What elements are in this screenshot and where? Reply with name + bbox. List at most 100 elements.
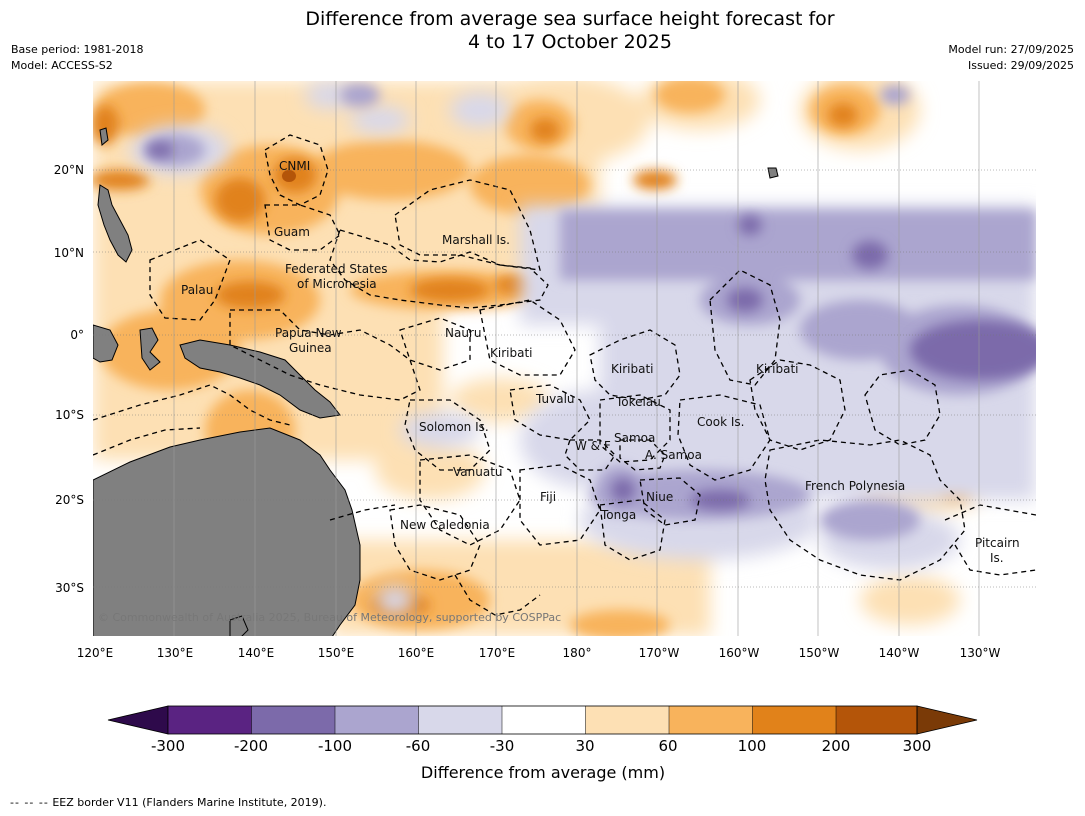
lat-label: 30°S (55, 581, 84, 595)
colorbar-swatch (585, 706, 669, 734)
meridians (173, 81, 980, 636)
label-marshall: Marshall Is. (442, 233, 510, 247)
colorbar-tick: 200 (822, 737, 851, 755)
lon-label: 160°W (719, 646, 760, 660)
label-kiribati-c: Kiribati (611, 362, 653, 376)
lon-label: 130°W (960, 646, 1001, 660)
label-tokelau: Tokelau (615, 395, 661, 409)
colorbar-tick: -100 (318, 737, 352, 755)
colorbar-tick: -200 (234, 737, 268, 755)
lon-label: 140°W (879, 646, 920, 660)
label-wf: W & F (575, 439, 611, 453)
label-cnmi: CNMI (279, 159, 310, 173)
label-new-caledonia: New Caledonia (400, 518, 490, 532)
title-line-1: Difference from average sea surface heig… (305, 8, 835, 30)
anomaly-60-100 (95, 81, 970, 636)
colorbar-swatch (836, 706, 917, 734)
colorbar-swatch (752, 706, 836, 734)
sulawesi-landmass (139, 327, 161, 371)
lon-label: 120°E (77, 646, 114, 660)
colorbar-dividers (251, 706, 837, 734)
eez-footnote: -- -- -- EEZ border V11 (Flanders Marine… (10, 796, 326, 809)
colorbar-tick: 30 (575, 737, 594, 755)
landmasses (93, 127, 779, 636)
borneo-landmass (93, 324, 119, 363)
anomaly-200-300 (282, 170, 296, 182)
colorbar-over-arrow (916, 705, 978, 735)
colorbar-tick: -300 (151, 737, 185, 755)
colorbar-swatch (502, 706, 586, 734)
colorbar-swatch (669, 706, 753, 734)
hawaii-landmass (767, 167, 779, 179)
colorbar-tick: 300 (903, 737, 932, 755)
colorbar-tick: -60 (406, 737, 431, 755)
model-name: Model: ACCESS-S2 (11, 59, 113, 72)
lon-label: 170°W (639, 646, 680, 660)
colorbar-swatch (335, 706, 419, 734)
colorbar-tick: -30 (490, 737, 515, 755)
label-png-1: Papua New (275, 326, 342, 340)
label-kiribati-e: Kiribati (756, 362, 798, 376)
label-png-2: Guinea (289, 341, 332, 355)
metadata-right: Model run: 27/09/2025 Issued: 29/09/2025 (948, 42, 1074, 74)
latitude-labels: 20°N 10°N 0° 10°S 20°S 30°S (54, 163, 84, 595)
label-pitcairn-1: Pitcairn (975, 536, 1020, 550)
label-palau: Palau (181, 283, 213, 297)
taiwan-landmass (99, 127, 109, 146)
label-fiji: Fiji (540, 490, 556, 504)
issued-date: Issued: 29/09/2025 (967, 59, 1074, 72)
label-tuvalu: Tuvalu (535, 392, 575, 406)
label-am-samoa: A. Samoa (645, 448, 702, 462)
lon-label: 150°E (318, 646, 355, 660)
colorbar-swatch (251, 706, 335, 734)
metadata-left: Base period: 1981-2018 Model: ACCESS-S2 (11, 42, 143, 74)
colorbar-under-arrow (107, 705, 169, 735)
lat-label: 20°S (55, 493, 84, 507)
colorbar-tick: 60 (658, 737, 677, 755)
label-guam: Guam (274, 225, 310, 239)
lat-label: 10°N (54, 246, 84, 260)
label-french-polynesia: French Polynesia (805, 479, 905, 493)
label-kiribati-w: Kiribati (490, 346, 532, 360)
longitude-labels: 120°E 130°E 140°E 150°E 160°E 170°E 180°… (77, 646, 1001, 660)
lon-label: 150°W (799, 646, 840, 660)
colorbar-swatch (168, 706, 252, 734)
new-zealand-landmass (229, 615, 249, 636)
eez-source: EEZ border V11 (Flanders Marine Institut… (52, 796, 327, 809)
colorbar: -300 -200 -100 -60 -30 30 60 100 200 300… (107, 705, 978, 782)
label-fsm-1: Federated States (285, 262, 387, 276)
colorbar-frame (167, 705, 918, 735)
copyright-notice: © Commonwealth of Australia 2025, Bureau… (98, 611, 561, 624)
lat-label: 0° (70, 328, 84, 342)
colorbar-tick: 100 (738, 737, 767, 755)
label-tonga: Tonga (600, 508, 636, 522)
lon-label: 140°E (238, 646, 275, 660)
place-labels: CNMI Guam Marshall Is. Federated States … (181, 159, 1020, 565)
title-line-2: 4 to 17 October 2025 (468, 31, 672, 53)
label-cook: Cook Is. (697, 415, 744, 429)
map-area: CNMI Guam Marshall Is. Federated States … (93, 81, 1036, 636)
anomaly-neg200-neg100 (146, 142, 1036, 510)
lon-label: 160°E (398, 646, 435, 660)
colorbar-ticks: -300 -200 -100 -60 -30 30 60 100 200 300 (151, 737, 931, 755)
lon-label: 130°E (157, 646, 194, 660)
lat-label: 20°N (54, 163, 84, 177)
lon-label: 180° (563, 646, 592, 660)
label-samoa: Samoa (614, 431, 655, 445)
australia-landmass (93, 427, 361, 636)
chart-title: Difference from average sea surface heig… (0, 8, 1085, 54)
eez-symbol: -- -- -- (10, 796, 49, 809)
colorbar-label: Difference from average (mm) (421, 763, 665, 782)
model-run: Model run: 27/09/2025 (948, 43, 1074, 56)
lon-label: 170°E (479, 646, 516, 660)
base-period: Base period: 1981-2018 (11, 43, 144, 56)
label-niue: Niue (646, 490, 673, 504)
label-fsm-2: of Micronesia (297, 277, 377, 291)
label-nauru: Nauru (445, 326, 481, 340)
label-vanuatu: Vanuatu (453, 465, 503, 479)
label-solomon: Solomon Is. (419, 420, 489, 434)
graticule (93, 169, 1036, 588)
label-pitcairn-2: Is. (990, 551, 1004, 565)
colorbar-swatch (418, 706, 502, 734)
